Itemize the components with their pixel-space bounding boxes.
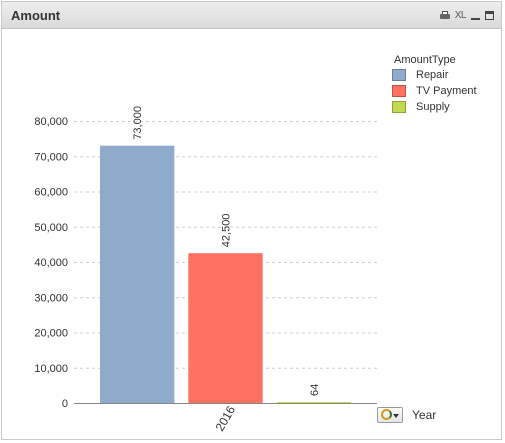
cycle-dimension-control: Year [377,407,436,423]
data-label: 42,500 [221,214,233,248]
y-tick-label: 10,000 [34,363,68,375]
y-tick-label: 80,000 [34,116,68,128]
y-tick-label: 70,000 [34,151,68,163]
legend-swatch-supply [392,101,406,113]
maximize-icon[interactable] [485,10,494,20]
y-axis-ticks: 0 10,000 20,000 30,000 40,000 50,000 60,000 70,… [34,116,68,410]
y-tick-label: 30,000 [34,292,68,304]
legend-label-tv-payment: TV Payment [416,85,477,97]
bars [100,145,351,404]
dimension-label: Year [412,408,437,422]
y-tick-label: 20,000 [34,328,68,340]
chart-title: Amount [11,8,61,23]
title-bar: Amount XL [2,2,501,29]
minimize-icon[interactable] [471,11,480,20]
dropdown-caret-icon [393,414,399,418]
bar-repair [100,145,175,404]
print-icon[interactable] [439,10,450,20]
y-tick-label: 60,000 [34,187,68,199]
legend-label-repair: Repair [416,69,449,81]
y-tick-label: 0 [62,398,68,410]
cycle-arrows-icon [381,409,392,420]
data-label: 73,000 [132,106,144,140]
legend-label-supply: Supply [416,101,450,113]
caption-icons: XL [439,7,494,23]
cycle-group-icon[interactable] [377,407,403,423]
legend-swatch-repair [392,69,406,81]
bar-chart: 0 10,000 20,000 30,000 40,000 50,000 60,000 70,… [34,106,377,434]
y-tick-label: 40,000 [34,257,68,269]
legend-title: AmountType [394,54,456,66]
legend-swatch-tv-payment [392,85,406,97]
y-tick-label: 50,000 [34,222,68,234]
excel-export-icon[interactable]: XL [454,9,467,21]
data-label: 64 [309,384,321,396]
legend-item-repair[interactable]: Repair [392,68,448,82]
legend-item-supply[interactable]: Supply [392,100,450,114]
x-tick-label: 2016 [213,403,239,433]
bar-supply [276,402,351,403]
legend-item-tv-payment[interactable]: TV Payment [392,84,477,98]
bar-tv-payment [188,253,263,403]
data-labels: 73,000 42,500 64 [132,106,321,396]
x-axis-ticks: 2016 [213,403,239,433]
